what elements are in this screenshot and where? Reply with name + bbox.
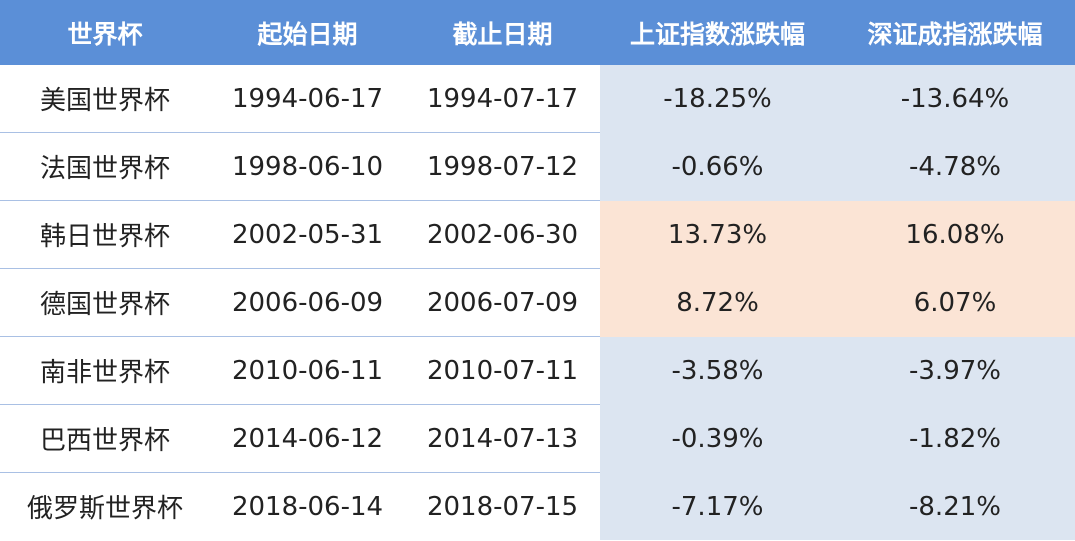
table-cell: 2014-07-13: [405, 404, 600, 473]
header-cell: 上证指数涨跌幅: [600, 0, 835, 65]
table-row: 俄罗斯世界杯 2018-06-14 2018-07-15 -7.17% -8.21%: [0, 472, 1075, 540]
table-cell: -1.82%: [835, 404, 1075, 473]
table-row: 法国世界杯 1998-06-10 1998-07-12 -0.66% -4.78%: [0, 132, 1075, 201]
header-cell: 深证成指涨跌幅: [835, 0, 1075, 65]
table-cell: 16.08%: [835, 200, 1075, 269]
table-cell: -8.21%: [835, 472, 1075, 540]
table-cell: 2018-06-14: [231, 491, 384, 522]
header-row: 世界杯 起始日期 截止日期 上证指数涨跌幅 深证成指涨跌幅: [0, 0, 1075, 65]
table-cell: -7.17%: [600, 472, 835, 540]
table-cell: 南非世界杯: [0, 336, 210, 405]
table-row: 美国世界杯 1994-06-17 1994-07-17 -18.25% -13.64%: [0, 65, 1075, 133]
table-cell: 巴西世界杯: [0, 404, 210, 473]
table-cell: -18.25%: [600, 65, 835, 133]
table-cell: 2006-07-09: [405, 268, 600, 337]
table-cell: 2002-05-31: [210, 200, 405, 269]
header-cell: 起始日期: [210, 0, 405, 65]
table-cell: 韩日世界杯: [0, 200, 210, 269]
header-cell: 世界杯: [0, 0, 210, 65]
table-cell: 6.07%: [835, 268, 1075, 337]
table-cell: 2014-06-12: [210, 404, 405, 473]
table-cell: -4.78%: [835, 132, 1075, 201]
table-cell: -0.39%: [600, 404, 835, 473]
table-cell: 2018-07-15: [426, 491, 579, 522]
table-header: 世界杯 起始日期 截止日期 上证指数涨跌幅 深证成指涨跌幅: [0, 0, 1075, 65]
table-cell: 1998-07-12: [405, 132, 600, 201]
table-cell: 1998-06-10: [210, 132, 405, 201]
table-body: 美国世界杯 1994-06-17 1994-07-17 -18.25% -13.64% 法…: [0, 65, 1075, 540]
table-cell: 13.73%: [600, 200, 835, 269]
table-row: 南非世界杯 2010-06-11 2010-07-11 -3.58% -3.97%: [0, 336, 1075, 405]
table-cell: -13.64%: [835, 65, 1075, 133]
table-cell: -0.66%: [600, 132, 835, 201]
table-row: 巴西世界杯 2014-06-12 2014-07-13 -0.39% -1.82%: [0, 404, 1075, 473]
table-cell: -3.58%: [600, 336, 835, 405]
table-cell: 1994-07-17: [405, 65, 600, 133]
table-cell: 2002-06-30: [405, 200, 600, 269]
table-cell: 俄罗斯世界杯: [26, 494, 183, 524]
table-cell: 德国世界杯: [0, 268, 210, 337]
table-cell: 法国世界杯: [0, 132, 210, 201]
table-row: 韩日世界杯 2002-05-31 2002-06-30 13.73% 16.08%: [0, 200, 1075, 269]
table-cell: 美国世界杯: [0, 65, 210, 133]
table-cell: 1994-06-17: [210, 65, 405, 133]
table-cell: 8.72%: [600, 268, 835, 337]
header-cell: 截止日期: [405, 0, 600, 65]
table-cell: 2010-06-11: [210, 336, 405, 405]
table-cell: -3.97%: [835, 336, 1075, 405]
table-cell: 2010-07-11: [405, 336, 600, 405]
table-row: 德国世界杯 2006-06-09 2006-07-09 8.72% 6.07%: [0, 268, 1075, 337]
table-cell: 2006-06-09: [210, 268, 405, 337]
